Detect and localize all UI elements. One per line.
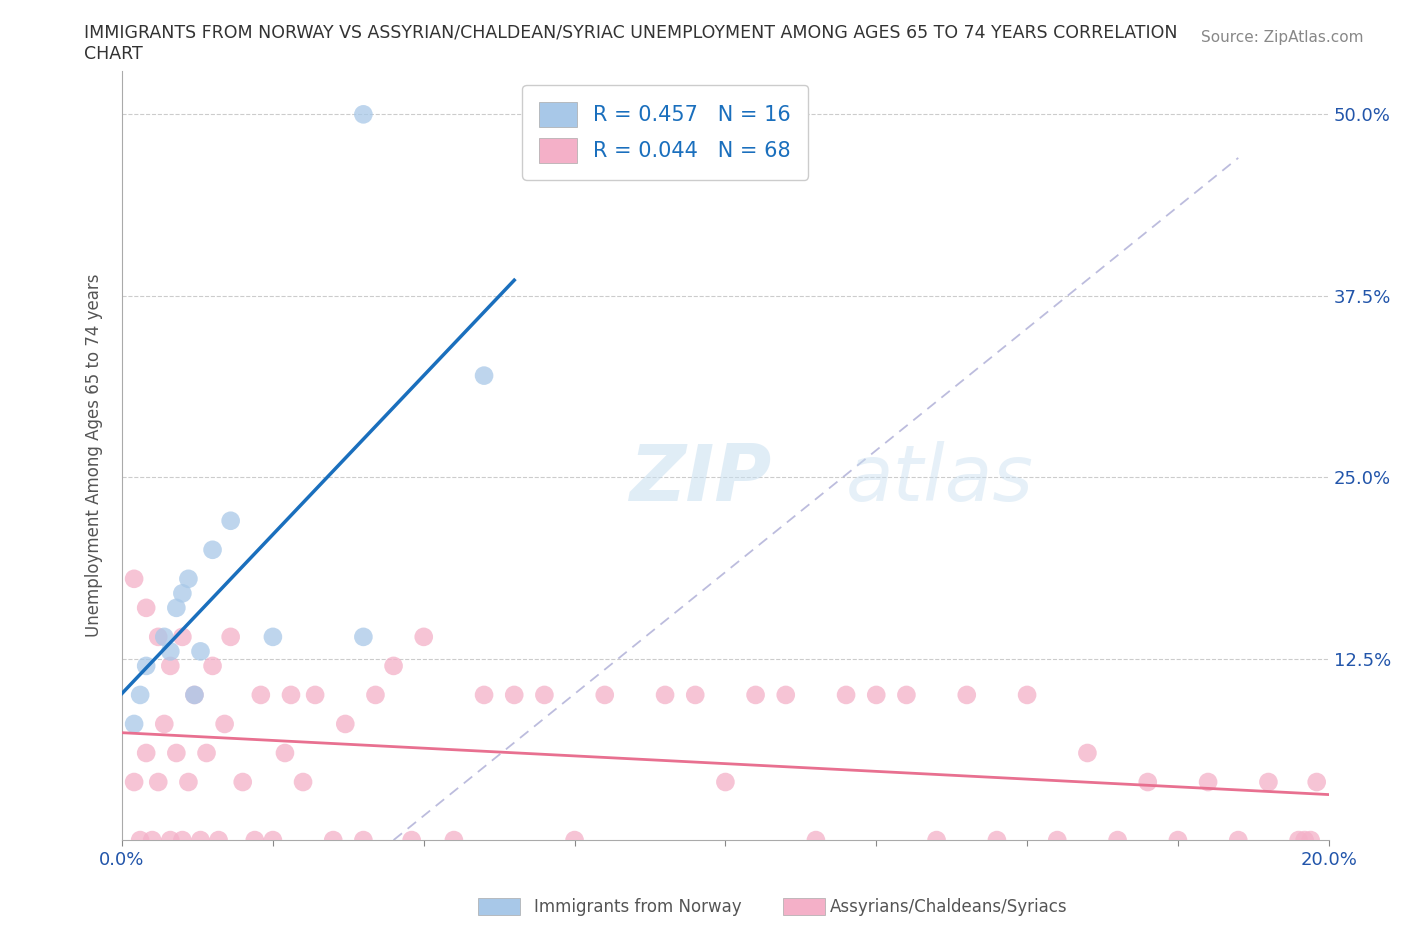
Point <box>503 687 526 702</box>
Legend: R = 0.457   N = 16, R = 0.044   N = 68: R = 0.457 N = 16, R = 0.044 N = 68 <box>523 85 807 179</box>
Point <box>135 746 157 761</box>
Point <box>533 687 555 702</box>
Point <box>148 775 170 790</box>
Point <box>262 832 284 847</box>
Text: Immigrants from Norway: Immigrants from Norway <box>534 897 742 916</box>
Point <box>835 687 858 702</box>
Point <box>364 687 387 702</box>
Point <box>352 107 374 122</box>
Point <box>135 658 157 673</box>
Point <box>925 832 948 847</box>
Point <box>775 687 797 702</box>
Point <box>1017 687 1039 702</box>
Point <box>172 630 194 644</box>
Point <box>153 630 176 644</box>
Point <box>472 687 495 702</box>
Point <box>207 832 229 847</box>
Point <box>165 746 187 761</box>
Text: IMMIGRANTS FROM NORWAY VS ASSYRIAN/CHALDEAN/SYRIAC UNEMPLOYMENT AMONG AGES 65 TO: IMMIGRANTS FROM NORWAY VS ASSYRIAN/CHALD… <box>84 23 1178 41</box>
Point <box>654 687 676 702</box>
Point <box>1076 746 1098 761</box>
Point <box>322 832 344 847</box>
Point <box>1197 775 1219 790</box>
Text: CHART: CHART <box>84 45 143 62</box>
Point <box>172 832 194 847</box>
Point <box>153 716 176 731</box>
Point <box>1257 775 1279 790</box>
Point <box>744 687 766 702</box>
Point <box>159 832 181 847</box>
Point <box>135 601 157 616</box>
Text: atlas: atlas <box>846 441 1033 516</box>
Point <box>214 716 236 731</box>
Point <box>1227 832 1250 847</box>
Point <box>401 832 423 847</box>
Point <box>593 687 616 702</box>
Point <box>472 368 495 383</box>
Point <box>683 687 706 702</box>
Point <box>304 687 326 702</box>
Point <box>274 746 297 761</box>
Point <box>219 513 242 528</box>
Point <box>243 832 266 847</box>
Point <box>165 601 187 616</box>
Point <box>129 832 152 847</box>
Y-axis label: Unemployment Among Ages 65 to 74 years: Unemployment Among Ages 65 to 74 years <box>86 273 103 637</box>
Point <box>956 687 979 702</box>
Point <box>159 658 181 673</box>
Point <box>280 687 302 702</box>
Point <box>250 687 273 702</box>
Point <box>804 832 827 847</box>
Point <box>1299 832 1322 847</box>
Point <box>352 630 374 644</box>
Point <box>122 571 145 586</box>
Point <box>141 832 163 847</box>
Point <box>896 687 918 702</box>
Point <box>1136 775 1159 790</box>
Point <box>148 630 170 644</box>
Point <box>335 716 357 731</box>
Point <box>159 644 181 658</box>
Point <box>262 630 284 644</box>
Point <box>1294 832 1316 847</box>
Point <box>172 586 194 601</box>
Point <box>195 746 218 761</box>
Point <box>201 658 224 673</box>
Point <box>201 542 224 557</box>
Point <box>564 832 586 847</box>
Point <box>177 571 200 586</box>
Point <box>352 832 374 847</box>
Point <box>412 630 434 644</box>
Point <box>122 716 145 731</box>
Text: Assyrians/Chaldeans/Syriacs: Assyrians/Chaldeans/Syriacs <box>830 897 1067 916</box>
Point <box>183 687 205 702</box>
Point <box>714 775 737 790</box>
Point <box>1288 832 1310 847</box>
Point <box>1046 832 1069 847</box>
Point <box>382 658 405 673</box>
Point <box>986 832 1008 847</box>
Point <box>443 832 465 847</box>
Point <box>122 775 145 790</box>
Point <box>219 630 242 644</box>
Point <box>183 687 205 702</box>
Point <box>1107 832 1129 847</box>
Point <box>177 775 200 790</box>
Point <box>129 687 152 702</box>
Point <box>232 775 254 790</box>
Point <box>1305 775 1327 790</box>
Text: Source: ZipAtlas.com: Source: ZipAtlas.com <box>1201 30 1364 45</box>
Point <box>292 775 315 790</box>
Point <box>190 644 212 658</box>
Point <box>190 832 212 847</box>
Text: ZIP: ZIP <box>628 441 770 516</box>
Point <box>865 687 887 702</box>
Point <box>1167 832 1189 847</box>
